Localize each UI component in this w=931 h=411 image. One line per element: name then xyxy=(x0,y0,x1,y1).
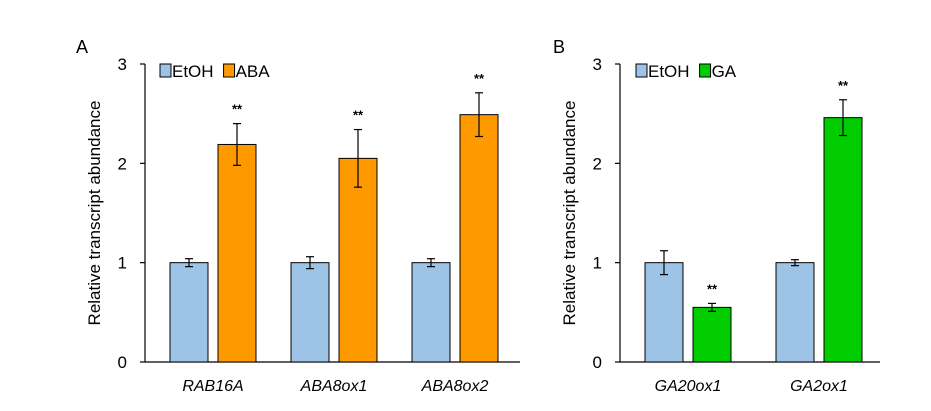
bar-aba-aba8ox1 xyxy=(338,157,378,363)
legend-label: EtOH xyxy=(172,62,214,81)
y-tick-label: 1 xyxy=(593,254,602,273)
y-tick-label: 3 xyxy=(593,55,602,74)
x-category-label: RAB16A xyxy=(182,378,243,395)
x-category-label: GA20ox1 xyxy=(655,378,722,395)
bar-aba-aba8ox2 xyxy=(459,114,499,363)
x-category-label: ABA8ox2 xyxy=(421,378,489,395)
bar-ga-ga2ox1 xyxy=(823,117,863,363)
y-axis-label: Relative transcript abundance xyxy=(85,101,104,326)
y-tick-label: 3 xyxy=(118,55,127,74)
legend-label: EtOH xyxy=(648,62,690,81)
bar-etoh-aba8ox2 xyxy=(411,262,451,363)
bar-etoh-ga2ox1 xyxy=(775,262,815,363)
legend-label: ABA xyxy=(236,62,271,81)
significance-marker: ** xyxy=(353,108,364,123)
legend-swatch xyxy=(159,63,172,78)
significance-marker: ** xyxy=(838,78,849,93)
legend-label: GA xyxy=(712,62,737,81)
y-tick-label: 0 xyxy=(593,353,602,372)
legend-swatch xyxy=(223,63,236,78)
bar-ga-ga20ox1 xyxy=(692,306,732,363)
panel-label: A xyxy=(76,37,88,57)
y-tick-label: 0 xyxy=(118,353,127,372)
y-tick-label: 2 xyxy=(118,154,127,173)
bar-aba-rab16a xyxy=(217,143,257,363)
bar-etoh-ga20ox1 xyxy=(644,262,684,363)
legend-swatch xyxy=(699,63,712,78)
significance-marker: ** xyxy=(474,71,485,86)
x-category-label: GA2ox1 xyxy=(790,378,848,395)
panel-label: B xyxy=(553,37,565,57)
significance-marker: ** xyxy=(232,102,243,117)
bar-etoh-rab16a xyxy=(169,262,209,363)
significance-marker: ** xyxy=(707,281,718,296)
x-category-label: ABA8ox1 xyxy=(300,378,368,395)
legend-swatch xyxy=(635,63,648,78)
bar-etoh-aba8ox1 xyxy=(290,262,330,363)
y-axis-label: Relative transcript abundance xyxy=(560,101,579,326)
y-tick-label: 2 xyxy=(593,154,602,173)
y-tick-label: 1 xyxy=(118,254,127,273)
